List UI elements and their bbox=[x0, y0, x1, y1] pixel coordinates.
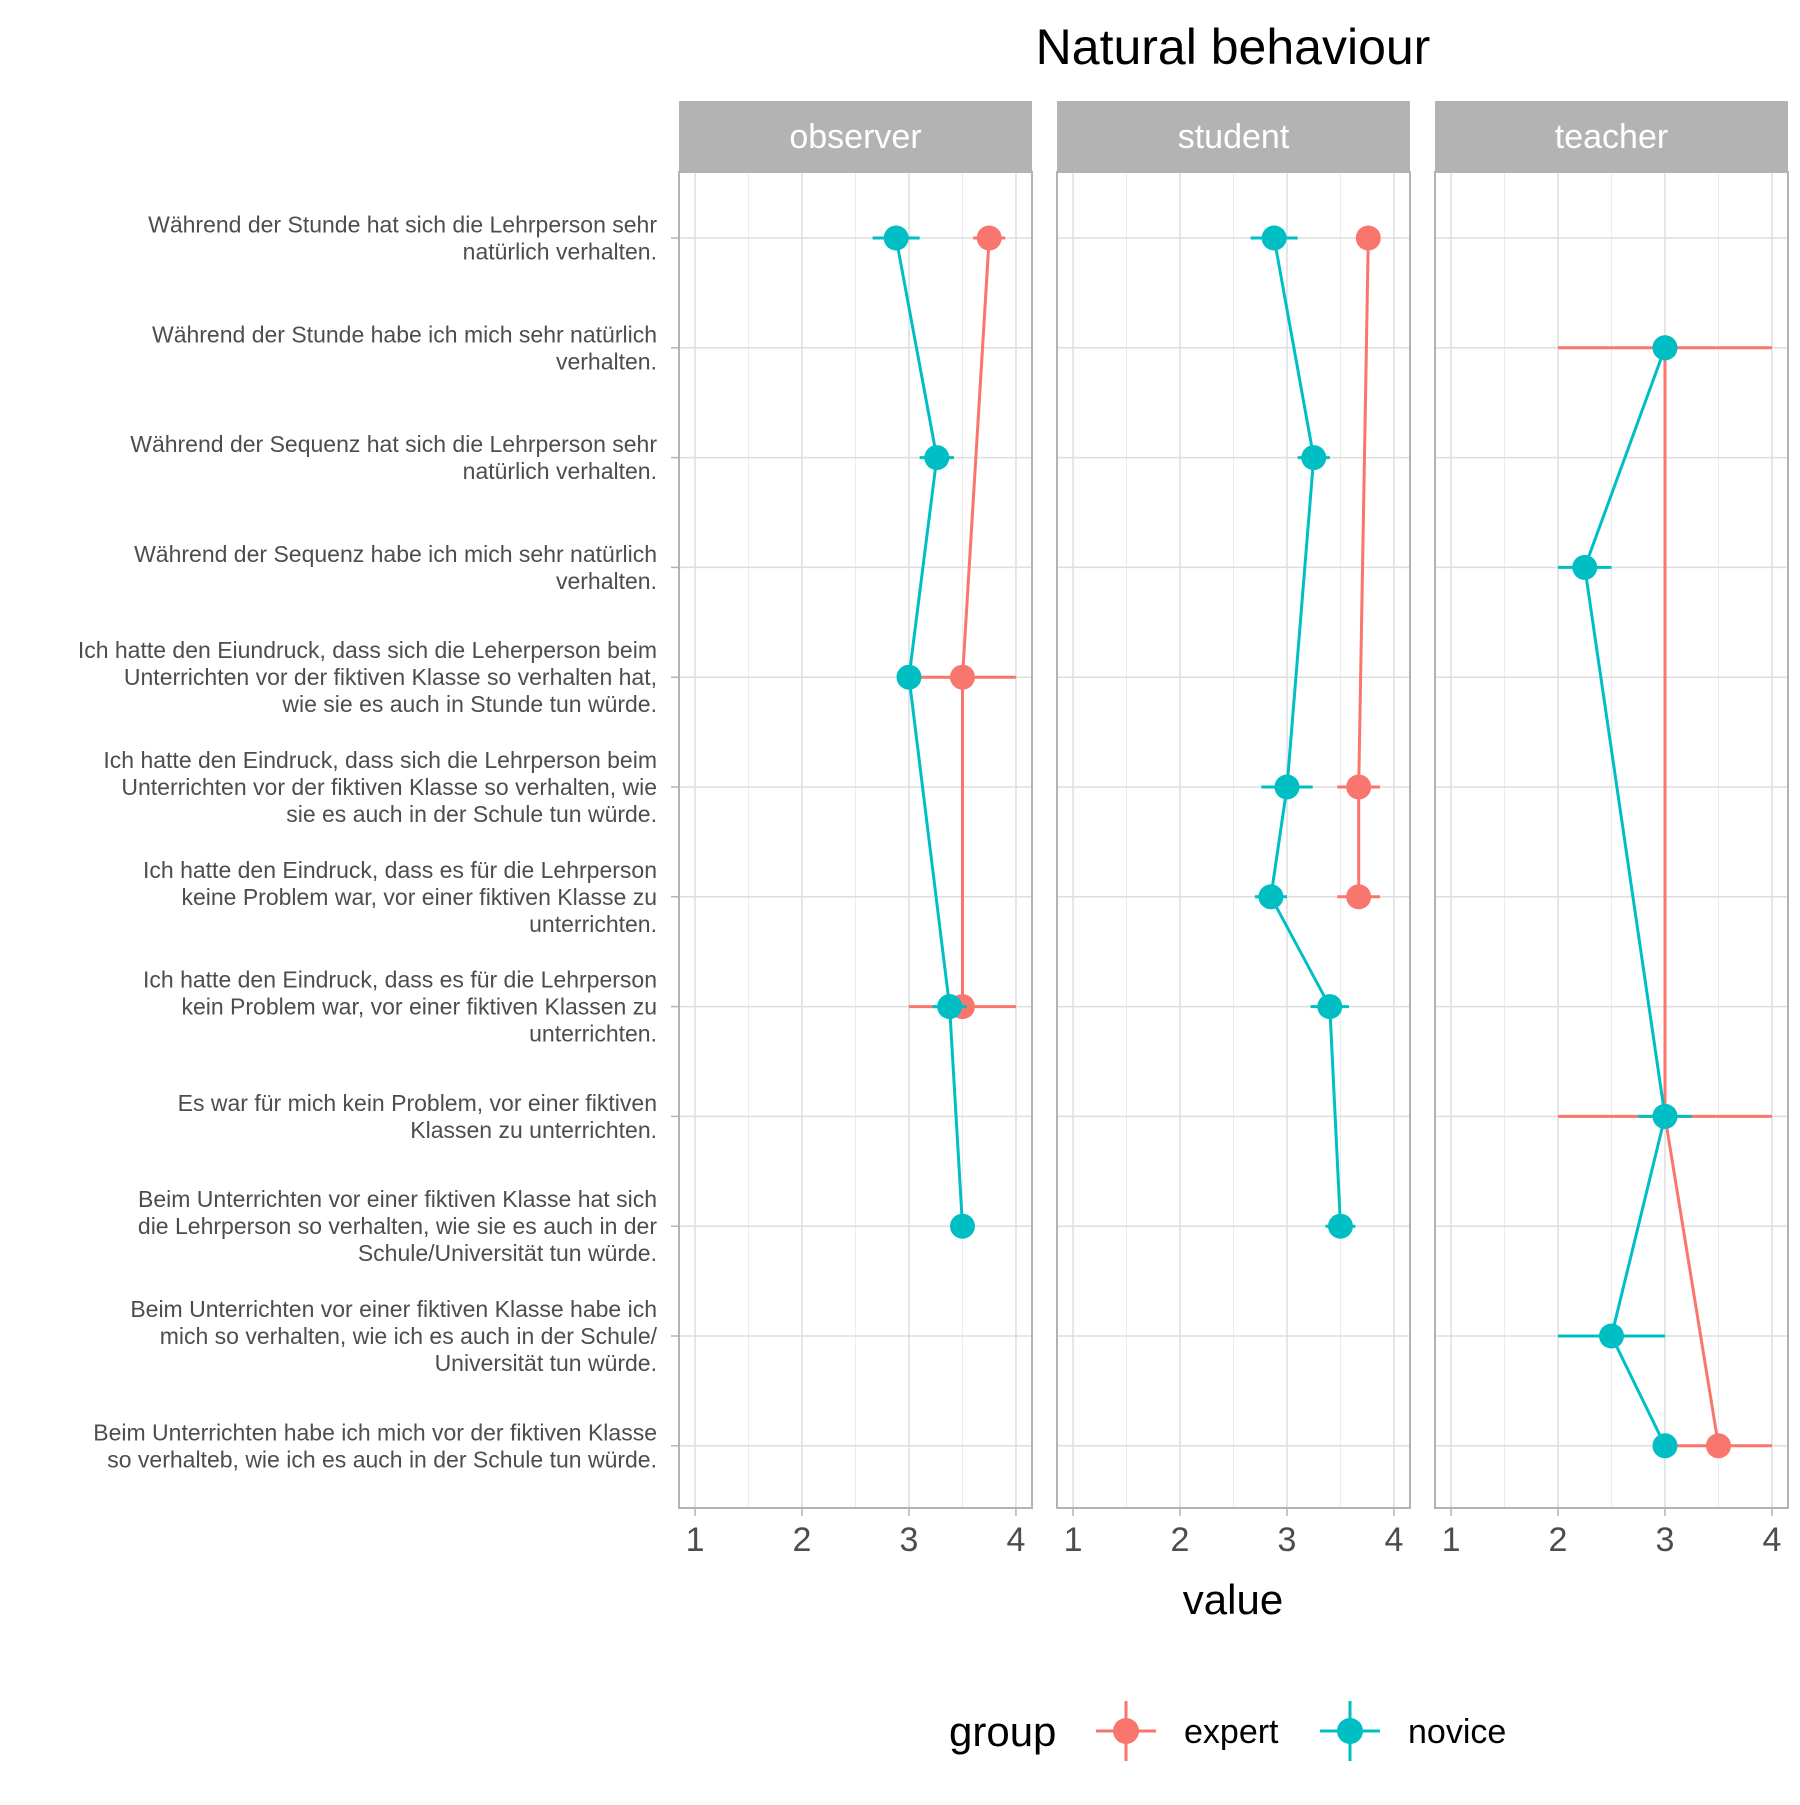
data-point-novice bbox=[1599, 1323, 1624, 1349]
y-tick-label: Ich hatte den Eindruck, dass sich die Le… bbox=[103, 747, 657, 827]
legend-label: expert bbox=[1184, 1713, 1279, 1751]
data-point-novice bbox=[1652, 1433, 1678, 1459]
y-tick-label: Beim Unterrichten habe ich mich vor der … bbox=[93, 1419, 657, 1472]
y-tick-label-line: Während der Stunde hat sich die Lehrpers… bbox=[148, 212, 657, 238]
y-tick-label-line: Beim Unterrichten habe ich mich vor der … bbox=[93, 1419, 657, 1445]
data-point-novice bbox=[896, 664, 922, 690]
facet-strip bbox=[1057, 101, 1410, 172]
data-point-expert bbox=[1355, 225, 1381, 251]
y-tick-label-line: Unterrichten vor der fiktiven Klasse so … bbox=[124, 664, 657, 690]
data-point-novice bbox=[1572, 554, 1598, 580]
x-tick-label: 4 bbox=[1762, 1521, 1781, 1559]
y-tick-label-line: mich so verhalten, wie ich es auch in de… bbox=[160, 1323, 658, 1349]
x-tick-label: 3 bbox=[1656, 1521, 1675, 1559]
data-point-expert bbox=[949, 664, 975, 690]
x-tick-label: 2 bbox=[1171, 1521, 1190, 1559]
y-tick-label-line: Ich hatte den Eiundruck, dass sich die L… bbox=[78, 637, 657, 663]
y-tick-label-line: natürlich verhalten. bbox=[463, 239, 657, 265]
data-point-novice bbox=[924, 445, 950, 471]
data-point-novice bbox=[1327, 1213, 1353, 1239]
y-tick-label: Während der Sequenz hat sich die Lehrper… bbox=[130, 431, 657, 484]
y-tick-label-line: Während der Sequenz hat sich die Lehrper… bbox=[130, 431, 657, 457]
legend-title: group bbox=[949, 1708, 1056, 1755]
y-tick-label-line: Während der Stunde habe ich mich sehr na… bbox=[152, 321, 657, 347]
y-tick-label-line: Während der Sequenz habe ich mich sehr n… bbox=[134, 541, 657, 567]
series-line-novice bbox=[894, 237, 964, 1227]
x-tick-label: 4 bbox=[1006, 1521, 1025, 1559]
legend-key-point bbox=[1337, 1718, 1363, 1744]
panel-border bbox=[1056, 171, 1411, 1509]
data-point-novice bbox=[1301, 445, 1327, 471]
y-tick-label-line: Beim Unterrichten vor einer fiktiven Kla… bbox=[138, 1186, 657, 1212]
legend-key-point bbox=[1113, 1718, 1139, 1744]
facet-strip bbox=[1435, 101, 1788, 172]
data-point-expert bbox=[1705, 1433, 1731, 1459]
y-tick-label-line: kein Problem war, vor einer fiktiven Kla… bbox=[181, 994, 657, 1020]
y-tick-label: Ich hatte den Eindruck, dass es für die … bbox=[143, 967, 657, 1047]
y-tick-label: Beim Unterrichten vor einer fiktiven Kla… bbox=[130, 1296, 657, 1376]
y-tick-label: Während der Sequenz habe ich mich sehr n… bbox=[134, 541, 657, 594]
y-tick-label: Während der Stunde hat sich die Lehrpers… bbox=[148, 212, 657, 265]
data-point-expert bbox=[976, 225, 1002, 251]
y-tick-label-line: Klassen zu unterrichten. bbox=[410, 1117, 657, 1143]
facet-strip bbox=[679, 101, 1032, 172]
facet-strip-label: observer bbox=[789, 118, 921, 156]
y-tick-label-line: natürlich verhalten. bbox=[463, 458, 657, 484]
y-tick-label-line: so verhalteb, wie ich es auch in der Sch… bbox=[107, 1446, 657, 1472]
x-tick-label: 4 bbox=[1384, 1521, 1403, 1559]
y-tick-label: Beim Unterrichten vor einer fiktiven Kla… bbox=[138, 1186, 657, 1266]
y-tick-label-line: Ich hatte den Eindruck, dass es für die … bbox=[143, 857, 657, 883]
facet-strip-label: student bbox=[1178, 118, 1290, 156]
series-line-expert bbox=[961, 237, 991, 1007]
y-tick-label-line: Beim Unterrichten vor einer fiktiven Kla… bbox=[130, 1296, 657, 1322]
y-tick-label-line: Ich hatte den Eindruck, dass es für die … bbox=[143, 967, 657, 993]
facet-strip-label: teacher bbox=[1555, 118, 1668, 156]
y-tick-label: Während der Stunde habe ich mich sehr na… bbox=[152, 321, 657, 374]
y-tick-label-line: Unterrichten vor der fiktiven Klasse so … bbox=[121, 774, 657, 800]
x-tick-label: 3 bbox=[900, 1521, 919, 1559]
series-line-novice bbox=[1269, 237, 1342, 1227]
y-tick-label-line: unterrichten. bbox=[529, 1021, 657, 1047]
chart-title: Natural behaviour bbox=[1036, 19, 1431, 75]
data-point-novice bbox=[1261, 225, 1287, 251]
x-tick-label: 2 bbox=[1549, 1521, 1568, 1559]
y-tick-label: Es war für mich kein Problem, vor einer … bbox=[178, 1090, 657, 1143]
x-tick-label: 1 bbox=[1064, 1521, 1083, 1559]
data-point-novice bbox=[883, 225, 909, 251]
y-tick-label: Ich hatte den Eiundruck, dass sich die L… bbox=[78, 637, 657, 717]
x-tick-label: 1 bbox=[686, 1521, 705, 1559]
data-point-novice bbox=[1274, 774, 1300, 800]
data-point-novice bbox=[1652, 335, 1678, 361]
data-point-novice bbox=[1652, 1103, 1678, 1129]
data-point-novice bbox=[1317, 994, 1343, 1020]
data-point-novice bbox=[949, 1213, 975, 1239]
y-tick-label-line: verhalten. bbox=[556, 568, 657, 594]
panel-border bbox=[1434, 171, 1789, 1509]
y-tick-label-line: wie sie es auch in Stunde tun würde. bbox=[281, 691, 657, 717]
x-tick-label: 1 bbox=[1442, 1521, 1461, 1559]
y-tick-label-line: Es war für mich kein Problem, vor einer … bbox=[178, 1090, 657, 1116]
panel-border bbox=[678, 171, 1033, 1509]
y-tick-label-line: sie es auch in der Schule tun würde. bbox=[286, 801, 657, 827]
y-tick-label-line: Universität tun würde. bbox=[435, 1350, 657, 1376]
data-point-expert bbox=[1346, 774, 1372, 800]
x-tick-label: 2 bbox=[793, 1521, 812, 1559]
y-tick-label-line: die Lehrperson so verhalten, wie sie es … bbox=[138, 1213, 657, 1239]
y-tick-label-line: keine Problem war, vor einer fiktiven Kl… bbox=[181, 884, 657, 910]
data-point-novice bbox=[1258, 884, 1284, 910]
y-tick-label: Ich hatte den Eindruck, dass es für die … bbox=[143, 857, 657, 937]
x-axis-title: value bbox=[1183, 1576, 1283, 1623]
x-tick-label: 3 bbox=[1278, 1521, 1297, 1559]
y-tick-label-line: unterrichten. bbox=[529, 911, 657, 937]
data-point-novice bbox=[937, 994, 963, 1020]
data-point-expert bbox=[1346, 884, 1372, 910]
legend-label: novice bbox=[1408, 1713, 1506, 1751]
y-tick-label-line: Ich hatte den Eindruck, dass sich die Le… bbox=[103, 747, 657, 773]
y-tick-label-line: Schule/Universität tun würde. bbox=[358, 1240, 657, 1266]
y-tick-label-line: verhalten. bbox=[556, 348, 657, 374]
